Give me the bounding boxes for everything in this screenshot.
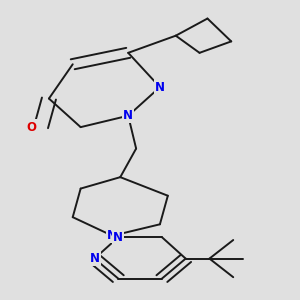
Text: N: N [89, 252, 100, 265]
Text: N: N [123, 109, 133, 122]
Text: O: O [26, 121, 36, 134]
Text: N: N [107, 229, 117, 242]
Text: N: N [155, 81, 165, 94]
Text: N: N [113, 231, 123, 244]
